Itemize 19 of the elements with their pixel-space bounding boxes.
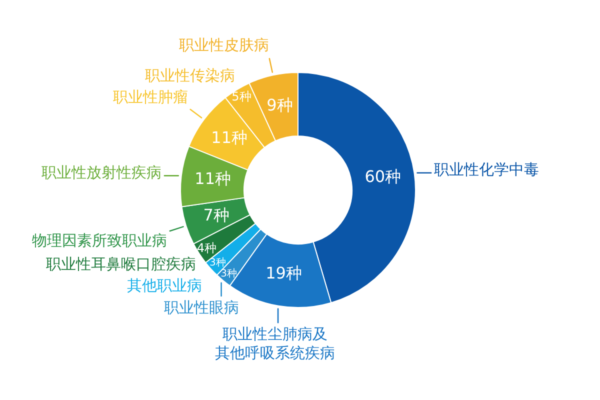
data-label: 4种 — [196, 240, 216, 255]
slice-label: 职业性肿瘤 — [112, 88, 188, 106]
data-label: 9种 — [266, 95, 293, 114]
data-label: 3种 — [209, 256, 226, 269]
data-label: 11种 — [211, 128, 248, 147]
slice-label: 职业性传染病 — [144, 66, 235, 85]
slice-label: 职业性皮肤病 — [178, 36, 269, 54]
data-label: 11种 — [194, 168, 232, 188]
slice-label: 职业性耳鼻喉口腔疾病 — [46, 255, 196, 274]
data-label: 60种 — [364, 166, 402, 186]
slice-label: 职业性眼病 — [164, 298, 240, 316]
slice-label: 其他职业病 — [127, 276, 202, 294]
data-label: 19种 — [266, 264, 302, 283]
slice-label: 物理因素所致职业病 — [32, 231, 168, 250]
slice-label: 职业性尘肺病及其他呼吸系统疾病 — [215, 324, 336, 362]
slice-label: 职业性放射性疾病 — [41, 164, 162, 182]
slice-label: 职业性化学中毒 — [434, 160, 540, 178]
data-label: 7种 — [203, 205, 230, 224]
data-label: 5种 — [232, 89, 252, 104]
